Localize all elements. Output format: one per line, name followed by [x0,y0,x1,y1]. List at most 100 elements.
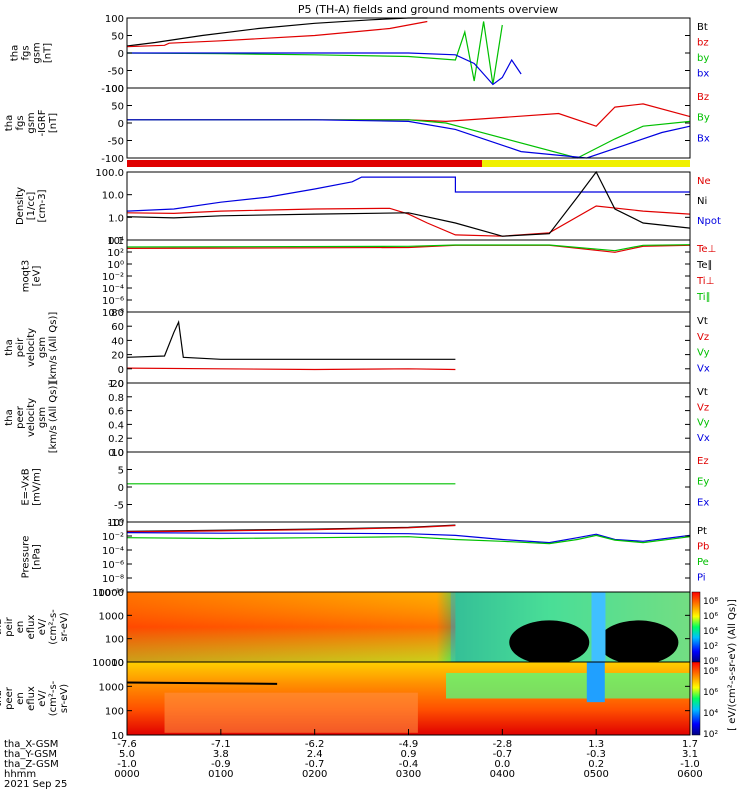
ytick-label: 10⁻² [102,532,124,543]
colorbar-tick: 10² [703,642,718,652]
colorbar-peer_eflux [691,661,701,736]
ylabel-fgs: tha fgs gsm [nT] [10,42,54,63]
ytick-label: 100.0 [95,168,124,179]
series-peir_vel-Vt [126,319,456,360]
colorbar-tick: 10⁸ [703,597,718,607]
xaxis-value: 0300 [396,769,421,780]
ylabel-line: eflux [26,686,37,711]
ytick-label: 80 [111,308,124,319]
legend-fgs-by: by [697,53,709,64]
ytick-label: -5 [114,501,124,512]
ylabel-line: fgs [21,45,32,60]
ytick-label: 10⁻⁴ [102,546,124,557]
series-fgs-bx [127,52,522,86]
ytick-label: 0.0 [108,448,124,459]
legend-fgs_bg-By: By [697,113,710,124]
ylabel-line: sr-eV) [59,612,70,641]
xaxis-row-label-0: tha_X-GSM [4,739,58,750]
ytick-label: -50 [108,137,124,148]
ytick-label: 10 [111,448,124,459]
ylabel-line: tha [4,339,15,355]
legend-peir_vel-Vz: Vz [697,332,709,343]
ylabel-line: gsm [37,337,48,358]
xaxis-value: 0200 [302,769,327,780]
ytick-label: 1.0 [108,379,124,390]
series-density-Ne [126,205,691,237]
panel-fgs: 100 50 0 -50 -100 tha fgs gsm [nT] Bt bz by bx [10,14,710,95]
legend-fgs-bz: bz [697,38,709,49]
legend-fgs_bg-Bx: Bx [697,133,710,144]
series-peir_vel-Vz [126,367,456,371]
xaxis-value: 0100 [208,769,233,780]
ytick-label: 10⁻² [102,272,124,283]
ytick-label: 10⁰ [107,260,124,271]
ylabel-line: peir [4,616,15,636]
ytick-label: 0 [118,483,124,494]
legend-peer_vel-Vz: Vz [697,402,709,413]
ytick-label: 100 [105,14,124,25]
xaxis-value: -1.0 [117,759,137,770]
ylabel-line: Pressure [21,536,32,579]
series-fgs-by [126,21,503,85]
ylabel-line: gsm [26,112,37,133]
xaxis-value: -0.7 [305,759,325,770]
xaxis-value: -2.8 [493,739,513,750]
colorbar-tick: 10² [703,730,718,740]
xaxis-row-label-2: tha_Z-GSM [4,759,59,770]
legend-pressure-Pb: Pb [697,542,709,553]
legend-efield-Ey: Ey [697,477,709,488]
ytick-label: 100 [105,635,124,646]
xaxis-value: 5.0 [119,749,135,760]
ylabel-line: en [15,692,26,705]
ytick-label: 0.1 [108,236,124,247]
colorbar-tick: 10⁴ [703,627,718,637]
xaxis-value: 0.9 [401,749,417,760]
colorbar-side-label: [ eV/(cm²-s-sr-eV) (All Qs)] [727,599,738,731]
ytick-label: 10⁻⁸ [102,574,124,585]
legend-density-Ne: Ne [697,176,711,187]
xaxis-value: -0.4 [399,759,419,770]
ylabel-line: [km/s (All Qs)] [48,312,59,384]
xaxis-value: -0.9 [211,759,231,770]
series-density-Ni [126,170,691,237]
ylabel-efield: E=-VxB [mV/m] [21,468,43,506]
ytick-label: 10⁻¹⁰ [98,588,124,599]
ylabel-density: Density [1/cc] [cm-3] [15,187,48,225]
xaxis-value: 0.0 [494,759,510,770]
ytick-label: 0 [118,119,124,130]
legend-pressure-Pi: Pi [697,573,706,584]
ytick-label: 50 [111,32,124,43]
xaxis-value: 3.8 [213,749,229,760]
legend-peir_vel-Vx: Vx [697,363,710,374]
ytick-label: 10.0 [102,191,124,202]
series-fgs-bz [126,20,428,48]
ylabel-line: peer [4,686,15,710]
ylabel-line: eV/ [37,690,48,707]
legend-fgs_bg-Bz: Bz [697,92,709,103]
ylabel-fgs_bg: tha fgs gsm -IGRF [nT] [4,109,59,136]
ylabel-line: [1/cc] [26,192,37,221]
ylabel-pressure: Pressure [nPa] [21,536,43,579]
xaxis-value: -0.7 [493,749,513,760]
colorbar-tick: 10⁸ [703,667,718,677]
ylabel-line: peir [15,337,26,357]
ylabel-line: [cm-3] [37,189,48,222]
xaxis-value: 0600 [677,769,702,780]
xaxis-value: 1.7 [682,739,698,750]
ylabel-line: moqt3 [21,260,32,293]
ytick-label: 0.6 [108,407,124,418]
ylabel-line: E=-VxB [21,468,32,505]
legend-peer_vel-Vx: Vx [697,433,710,444]
ytick-label: 5 [118,466,124,477]
ytick-label: -100 [101,84,124,95]
ylabel-line: sr-eV) [59,684,70,713]
heatmap-gap-right [598,620,679,665]
ylabel-line: eV/ [37,618,48,635]
ytick-label: 60 [111,322,124,333]
xaxis-value: -6.2 [305,739,325,750]
ytick-label: -10 [108,518,124,529]
ylabel-line: [km/s (All Qs)] [48,382,59,454]
ylabel-line: (cm²-s- [48,680,59,716]
ytick-label: 10⁻⁶ [102,296,124,307]
